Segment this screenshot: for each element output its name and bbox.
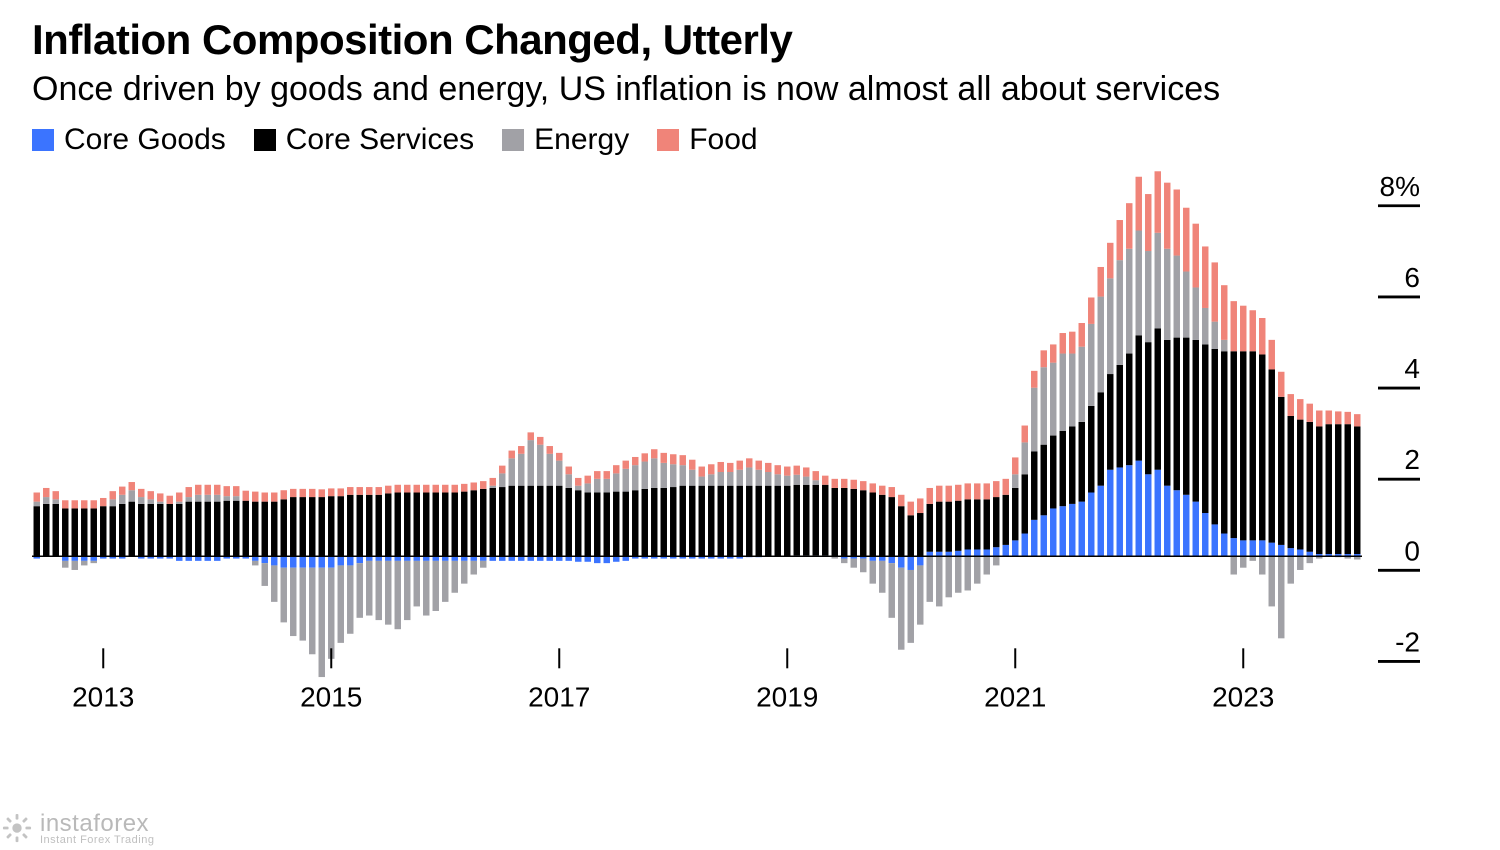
watermark-brand: instaforex <box>40 810 149 837</box>
watermark-tagline: Instant Forex Trading <box>40 834 154 846</box>
legend-label-food: Food <box>689 123 757 157</box>
swatch-energy <box>502 129 524 151</box>
watermark: instaforex Instant Forex Trading <box>2 810 154 846</box>
swatch-food <box>657 129 679 151</box>
legend-label-core-services: Core Services <box>286 123 474 157</box>
legend-energy: Energy <box>502 123 629 157</box>
svg-text:0: 0 <box>1404 535 1420 566</box>
chart-title: Inflation Composition Changed, Utterly <box>32 16 1468 64</box>
legend: Core Goods Core Services Energy Food <box>32 123 1468 157</box>
svg-text:2019: 2019 <box>756 681 818 712</box>
chart-container: Inflation Composition Changed, Utterly O… <box>0 0 1500 850</box>
legend-label-energy: Energy <box>534 123 629 157</box>
svg-text:2023: 2023 <box>1212 681 1274 712</box>
svg-text:8%: 8% <box>1380 170 1420 201</box>
svg-text:4: 4 <box>1404 353 1420 384</box>
chart-plot-area: -2 0 2 4 6 8% 2013 2015 2017 2019 2021 2023 <box>32 163 1468 723</box>
svg-text:2015: 2015 <box>300 681 362 712</box>
legend-label-core-goods: Core Goods <box>64 123 226 157</box>
svg-text:2013: 2013 <box>72 681 134 712</box>
svg-text:2017: 2017 <box>528 681 590 712</box>
legend-core-services: Core Services <box>254 123 474 157</box>
chart-subtitle: Once driven by goods and energy, US infl… <box>32 68 1332 111</box>
svg-text:6: 6 <box>1404 261 1420 292</box>
stacked-bar-chart: -2 0 2 4 6 8% 2013 2015 2017 2019 2021 2023 <box>32 163 1468 723</box>
swatch-core-services <box>254 129 276 151</box>
svg-text:2: 2 <box>1404 444 1420 475</box>
swatch-core-goods <box>32 129 54 151</box>
svg-text:2021: 2021 <box>984 681 1046 712</box>
legend-core-goods: Core Goods <box>32 123 226 157</box>
legend-food: Food <box>657 123 757 157</box>
gear-icon <box>2 813 32 843</box>
svg-text:-2: -2 <box>1395 626 1420 657</box>
